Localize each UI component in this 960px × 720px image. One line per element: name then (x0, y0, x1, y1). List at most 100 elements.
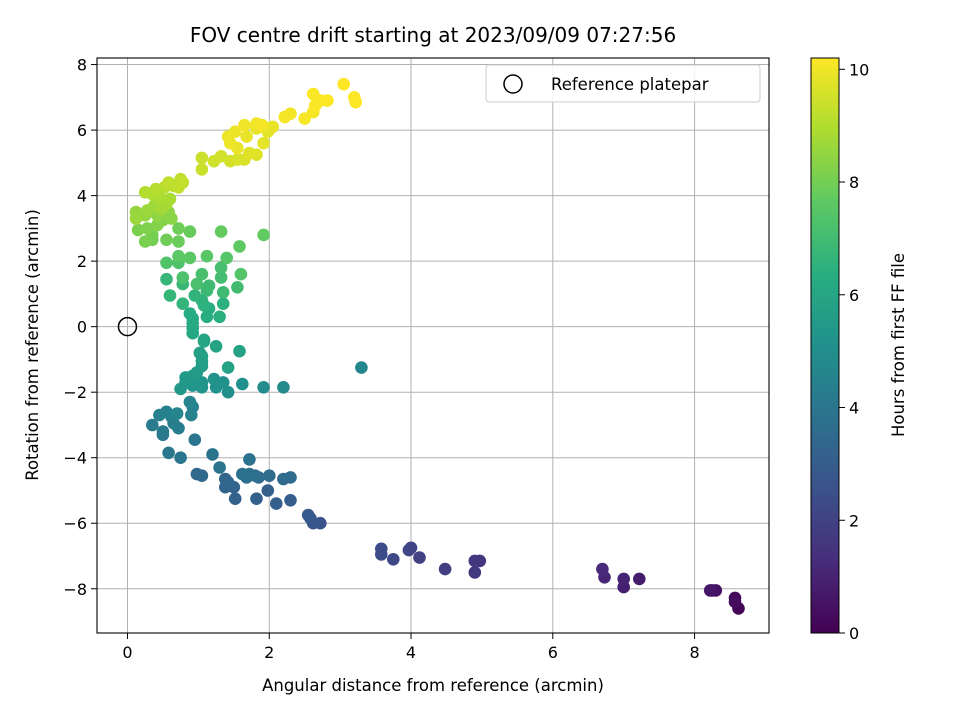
scatter-point (257, 381, 270, 394)
scatter-point (284, 107, 297, 120)
scatter-point (214, 261, 228, 275)
y-tick-label: −4 (63, 449, 87, 468)
x-tick-label: 2 (264, 643, 274, 662)
scatter-point (633, 572, 646, 586)
colorbar-tick-label: 2 (849, 511, 859, 530)
scatter-point (257, 136, 270, 150)
scatter-point (174, 451, 187, 465)
scatter-point (214, 271, 228, 284)
plot-area-frame (96, 57, 770, 634)
y-tick-label: 0 (77, 318, 87, 337)
scatter-point (162, 176, 175, 189)
scatter-point (209, 340, 223, 353)
scatter-point (617, 572, 630, 586)
scatter-point (243, 453, 256, 466)
scatter-point (231, 281, 244, 294)
scatter-point (216, 297, 230, 311)
scatter-point (176, 297, 190, 311)
y-tick-label: −2 (63, 383, 87, 402)
scatter-point (236, 377, 249, 391)
scatter-point (337, 77, 351, 91)
colorbar-tick-label: 4 (849, 399, 859, 418)
colorbar-tick-label: 8 (849, 173, 859, 192)
y-tick-label: 6 (77, 121, 87, 140)
scatter-point (228, 492, 242, 506)
scatter-point (206, 448, 219, 461)
scatter-point (172, 235, 185, 248)
scatter-point (188, 289, 202, 302)
scatter-point (214, 225, 228, 238)
scatter-point (188, 433, 202, 447)
scatter-point (298, 112, 312, 125)
scatter-point (228, 125, 242, 138)
scatter-point (138, 186, 152, 199)
legend-entry-reference-platepar: Reference platepar (551, 75, 709, 94)
scatter-point (183, 307, 197, 320)
scatter-point (596, 562, 609, 576)
scatter-point (174, 382, 187, 396)
colorbar: 0 2 4 6 8 10 Hours from first FF file (810, 57, 908, 643)
y-axis-ticks: −8 −6 −4 −2 0 2 4 6 8 (63, 56, 97, 599)
colorbar-tick-label: 6 (849, 286, 859, 305)
y-tick-label: 8 (77, 56, 87, 75)
scatter-point (195, 151, 209, 165)
scatter-point (355, 361, 368, 374)
y-tick-label: −8 (63, 580, 87, 599)
scatter-point (468, 554, 482, 568)
scatter-point (468, 566, 482, 579)
scatter-point (183, 395, 197, 409)
scatter-point (250, 492, 263, 506)
scatter-point (321, 94, 334, 107)
y-tick-label: 2 (77, 252, 87, 271)
scatter-point (233, 344, 246, 358)
x-tick-label: 8 (689, 643, 699, 662)
scatter-point (176, 176, 190, 189)
scatter-point (270, 497, 283, 510)
scatter-point (172, 249, 185, 263)
scatter-point (301, 508, 315, 522)
scatter-point (233, 240, 246, 253)
scatter-point (156, 425, 170, 438)
scatter-point (221, 361, 235, 374)
scatter-point (234, 267, 248, 281)
scatter-point (172, 222, 185, 235)
scatter-point (220, 251, 233, 265)
scatter-point (160, 233, 173, 247)
scatter-point (266, 120, 280, 134)
legend-marker-icon (503, 74, 523, 94)
scatter-point (221, 385, 235, 399)
scatter-point (141, 222, 154, 235)
scatter-point (728, 595, 742, 609)
scatter-point (129, 212, 143, 225)
y-tick-label: −6 (63, 514, 87, 533)
scatter-point (153, 408, 166, 422)
x-tick-label: 0 (122, 643, 132, 662)
scatter-points (129, 77, 745, 615)
scatter-point (375, 542, 388, 556)
x-tick-label: 4 (406, 643, 416, 662)
scatter-point (183, 225, 197, 238)
scatter-point (277, 472, 290, 486)
scatter-point (176, 271, 190, 284)
reference-platepar-marker (117, 316, 138, 337)
colorbar-gradient (810, 57, 840, 634)
scatter-point (190, 277, 204, 291)
y-tick-label: 4 (77, 187, 87, 206)
scatter-point (202, 279, 216, 293)
scatter-point (402, 543, 416, 557)
colorbar-label: Hours from first FF file (889, 253, 908, 437)
scatter-point (238, 118, 251, 132)
chart-title: FOV centre drift starting at 2023/09/09 … (190, 23, 676, 47)
scatter-point (240, 130, 253, 143)
scatter-point (163, 192, 177, 206)
scatter-point (438, 562, 452, 576)
scatter-point (160, 256, 173, 270)
scatter-point (349, 95, 363, 109)
colorbar-ticks: 0 2 4 6 8 10 (839, 60, 869, 643)
colorbar-tick-label: 0 (849, 624, 859, 643)
scatter-point (193, 346, 207, 360)
scatter-point (250, 148, 263, 161)
scatter-point (200, 249, 214, 263)
x-axis-label: Angular distance from reference (arcmin) (262, 676, 604, 695)
scatter-point (284, 494, 297, 507)
